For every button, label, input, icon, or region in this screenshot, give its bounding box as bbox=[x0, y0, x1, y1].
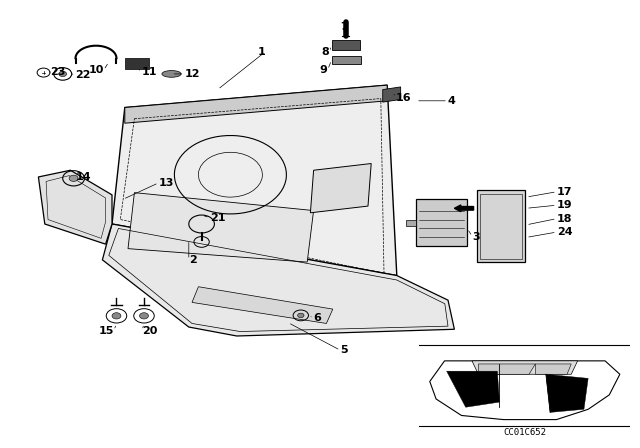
Text: 10: 10 bbox=[88, 65, 104, 75]
Text: 11: 11 bbox=[142, 67, 157, 77]
FancyBboxPatch shape bbox=[332, 56, 361, 64]
Text: 7: 7 bbox=[340, 22, 348, 32]
Text: 3: 3 bbox=[472, 232, 480, 241]
FancyBboxPatch shape bbox=[332, 40, 360, 50]
Circle shape bbox=[59, 71, 67, 77]
Circle shape bbox=[69, 175, 78, 181]
Text: 14: 14 bbox=[76, 172, 92, 182]
Text: 5: 5 bbox=[340, 345, 348, 355]
Text: 21: 21 bbox=[210, 213, 225, 223]
Polygon shape bbox=[447, 371, 499, 407]
Text: 9: 9 bbox=[320, 65, 328, 75]
Polygon shape bbox=[38, 170, 112, 244]
Text: 2: 2 bbox=[189, 255, 196, 265]
Text: 12: 12 bbox=[184, 69, 200, 79]
Polygon shape bbox=[536, 364, 572, 374]
Text: 1: 1 bbox=[258, 47, 266, 56]
Polygon shape bbox=[546, 374, 588, 412]
Polygon shape bbox=[472, 361, 578, 374]
Polygon shape bbox=[310, 164, 371, 213]
Polygon shape bbox=[406, 220, 416, 226]
Text: 8: 8 bbox=[322, 47, 330, 57]
Text: 18: 18 bbox=[557, 214, 572, 224]
Circle shape bbox=[298, 313, 304, 318]
FancyArrow shape bbox=[454, 205, 474, 211]
Ellipse shape bbox=[162, 70, 181, 77]
Polygon shape bbox=[478, 364, 536, 374]
Polygon shape bbox=[125, 85, 387, 123]
Polygon shape bbox=[416, 199, 467, 246]
Text: 22: 22 bbox=[76, 70, 91, 80]
Circle shape bbox=[112, 313, 121, 319]
Text: 17: 17 bbox=[557, 187, 572, 197]
FancyBboxPatch shape bbox=[125, 58, 149, 69]
Text: 24: 24 bbox=[557, 227, 572, 237]
Polygon shape bbox=[128, 193, 314, 262]
Polygon shape bbox=[383, 87, 401, 102]
Text: 4: 4 bbox=[448, 96, 456, 106]
Text: 6: 6 bbox=[314, 313, 321, 323]
Text: 19: 19 bbox=[557, 200, 572, 210]
Text: 13: 13 bbox=[159, 178, 174, 188]
Text: 16: 16 bbox=[396, 93, 411, 103]
Text: 23: 23 bbox=[50, 67, 65, 77]
Polygon shape bbox=[477, 190, 525, 262]
Polygon shape bbox=[102, 224, 454, 336]
Text: CC01C652: CC01C652 bbox=[503, 428, 547, 438]
Polygon shape bbox=[192, 287, 333, 323]
Circle shape bbox=[140, 313, 148, 319]
Text: 15: 15 bbox=[99, 326, 114, 336]
Text: 20: 20 bbox=[142, 326, 157, 336]
Polygon shape bbox=[112, 85, 397, 276]
